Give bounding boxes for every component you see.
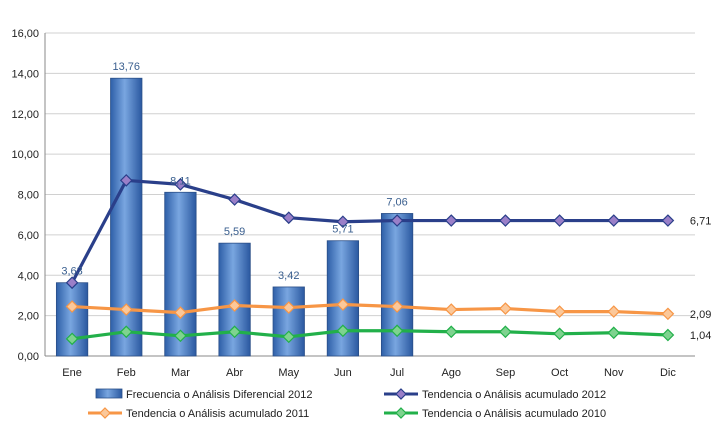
series-point [174, 329, 187, 343]
series-point [607, 326, 621, 340]
x-tick-label: Sep [496, 367, 516, 379]
series-line [70, 178, 668, 284]
series-point [65, 276, 79, 290]
series-point [499, 214, 512, 227]
x-tick-label: Jul [390, 367, 404, 379]
x-tick-label: Dic [660, 367, 676, 379]
series-point [553, 327, 566, 341]
series-point [65, 300, 79, 313]
legend-label: Tendencia o Análisis acumulado 2011 [126, 408, 309, 420]
series-point [282, 301, 296, 314]
series-point [444, 214, 458, 227]
series-point [661, 307, 675, 321]
legend: Frecuencia o Análisis Diferencial 2012 Te… [88, 388, 606, 420]
bar-data-label: 5,59 [224, 226, 245, 238]
legend-swatch-marker [395, 388, 407, 400]
series-point [553, 214, 566, 227]
x-tick-label: Jun [334, 367, 352, 379]
bar-data-label: 3,42 [278, 270, 299, 282]
series-point [228, 299, 241, 312]
bar-data-label: 8,11 [170, 175, 191, 187]
y-tick-label: 12,00 [11, 109, 39, 121]
y-tick-label: 16,00 [11, 28, 39, 40]
series-line [71, 302, 668, 316]
x-tick-label: May [278, 367, 299, 379]
legend-label: Tendencia o Análisis acumulado 2012 [422, 389, 606, 401]
x-tick-label: Nov [604, 367, 624, 379]
x-tick-label: Ago [441, 367, 461, 379]
x-tick-label: Feb [117, 367, 136, 379]
series-point [553, 305, 566, 318]
bar [272, 286, 305, 357]
gridlines [45, 32, 695, 317]
legend-swatch-marker [99, 407, 111, 419]
y-tick-label: 0,00 [18, 351, 39, 363]
bars [55, 77, 414, 357]
series-point [499, 302, 512, 315]
x-tick-label: Ene [62, 367, 82, 379]
legend-swatch-marker [395, 407, 407, 419]
bar-data-label: 7,06 [386, 196, 407, 208]
bar [164, 191, 197, 357]
series-end-label: 6,71 [690, 216, 711, 228]
x-tick-label: Oct [551, 367, 568, 379]
series-point [336, 298, 350, 311]
series-end-label: 1,04 [690, 330, 711, 342]
series-point [228, 325, 241, 339]
series-point [607, 305, 621, 318]
series-point [65, 332, 79, 346]
y-tick-label: 10,00 [11, 149, 39, 161]
series-point [444, 303, 458, 316]
y-tick-label: 14,00 [11, 68, 39, 80]
series-point [499, 325, 512, 339]
series-point [119, 303, 133, 316]
series-point [390, 300, 404, 313]
series-point [119, 325, 133, 339]
y-tick-label: 4,00 [18, 270, 39, 282]
series-point [228, 193, 241, 206]
series-point [661, 214, 675, 227]
axes: 0,00 2,00 4,00 6,00 8,00 10,00 12,00 14,00 16,00… [11, 28, 695, 379]
series-point [390, 324, 404, 338]
series-end-label: 2,09 [690, 309, 711, 321]
bar-data-label: 13,76 [112, 61, 140, 73]
series-lines [65, 174, 675, 346]
legend-label: Frecuencia o Análisis Diferencial 2012 [126, 389, 313, 401]
data-labels: 3,63 13,76 8,11 5,59 3,42 5,71 7,06 6,71 2,09 1,0… [61, 61, 711, 342]
y-tick-label: 6,00 [18, 230, 39, 242]
series-point [336, 215, 350, 229]
series-point [282, 330, 296, 344]
series-line [71, 329, 668, 341]
series-point [444, 325, 458, 339]
y-tick-label: 8,00 [18, 190, 39, 202]
series-point [174, 306, 187, 319]
series-point [390, 214, 404, 227]
series-point [607, 214, 621, 227]
legend-label: Tendencia o Análisis acumulado 2010 [422, 408, 606, 420]
series-point [174, 178, 187, 191]
series-point [336, 324, 350, 338]
series-point [119, 174, 133, 187]
series-point [661, 328, 675, 342]
x-tick-label: Mar [171, 367, 190, 379]
bar-data-label: 5,71 [332, 224, 353, 236]
legend-swatch-bar [95, 388, 123, 399]
bar-data-label: 3,63 [61, 266, 82, 278]
series-point [282, 211, 296, 225]
y-tick-label: 2,00 [18, 311, 39, 323]
x-tick-label: Abr [226, 367, 243, 379]
